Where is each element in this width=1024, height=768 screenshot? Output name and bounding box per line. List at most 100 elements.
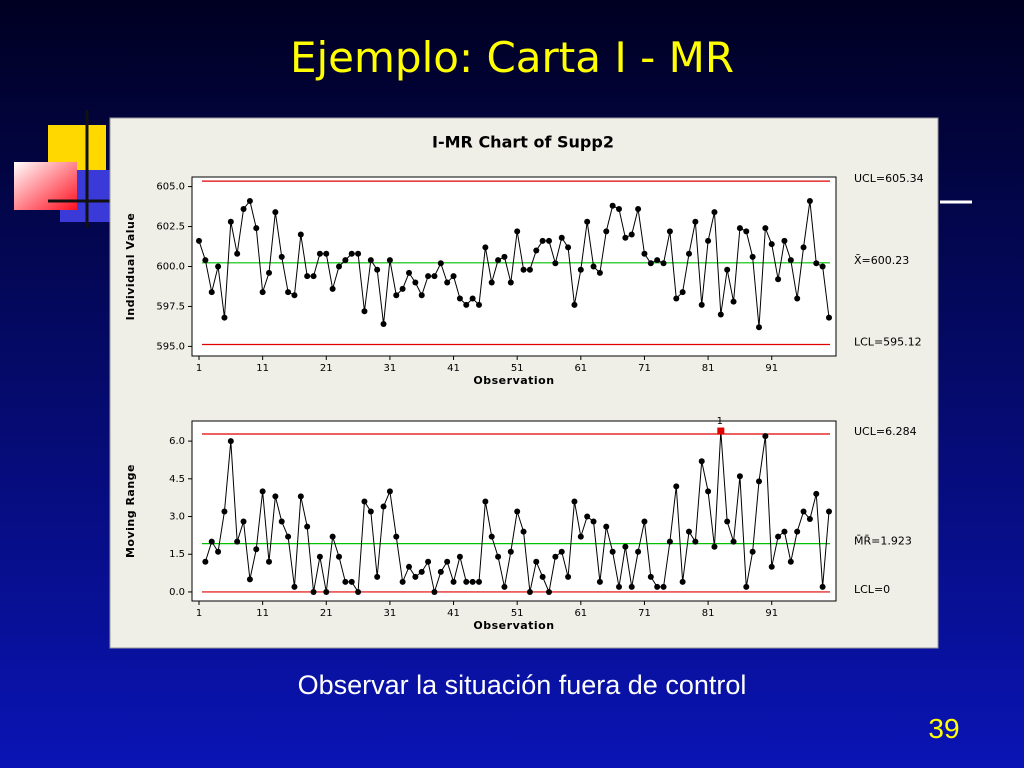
data-point xyxy=(425,273,432,280)
data-point xyxy=(666,228,673,235)
data-point xyxy=(240,205,247,212)
data-point xyxy=(316,250,323,257)
data-point xyxy=(342,578,349,585)
data-point xyxy=(215,548,222,555)
data-point xyxy=(253,546,260,553)
data-point xyxy=(221,508,228,515)
data-point xyxy=(800,508,807,515)
data-point xyxy=(577,266,584,273)
x-tick-label: 11 xyxy=(256,363,269,374)
data-point xyxy=(666,538,673,545)
data-point xyxy=(603,523,610,530)
data-point xyxy=(756,478,762,485)
data-point xyxy=(539,573,546,580)
data-point xyxy=(705,488,712,495)
data-point xyxy=(259,488,266,495)
data-point xyxy=(826,314,832,321)
x-tick-label: 71 xyxy=(638,363,651,374)
data-point xyxy=(215,263,222,270)
out-of-control-point xyxy=(717,427,725,435)
data-point xyxy=(399,285,406,292)
data-point xyxy=(609,548,616,555)
data-point xyxy=(386,488,393,495)
caption: Observar la situación fuera de control xyxy=(298,670,747,700)
data-point xyxy=(533,558,540,565)
data-point xyxy=(749,253,756,260)
data-point xyxy=(775,533,782,540)
data-point xyxy=(316,553,323,560)
data-point xyxy=(444,558,451,565)
control-limit-label: LCL=0 xyxy=(854,583,890,596)
data-point xyxy=(577,533,584,540)
data-point xyxy=(571,498,578,505)
data-point xyxy=(406,563,412,570)
x-tick-label: 91 xyxy=(765,363,778,374)
data-point xyxy=(514,508,521,515)
data-point xyxy=(806,516,813,523)
data-point xyxy=(463,301,470,308)
x-tick-label: 61 xyxy=(574,363,587,374)
data-point xyxy=(749,548,756,555)
data-point xyxy=(590,518,597,525)
panel-title: I-MR Chart of Supp2 xyxy=(432,133,614,152)
data-point xyxy=(304,273,311,280)
control-limit-label: UCL=605.34 xyxy=(854,172,924,185)
data-point xyxy=(329,533,336,540)
x-tick-label: 71 xyxy=(638,608,651,619)
data-point xyxy=(622,543,629,550)
x-tick-label: 81 xyxy=(702,608,715,619)
data-point xyxy=(546,588,552,595)
data-point xyxy=(806,197,813,204)
data-point xyxy=(698,458,705,465)
data-point xyxy=(437,260,444,267)
data-point xyxy=(711,543,718,550)
data-point xyxy=(826,508,832,515)
x-tick-label: 31 xyxy=(384,608,397,619)
data-point xyxy=(654,583,661,590)
data-point xyxy=(501,253,508,260)
data-point xyxy=(329,285,336,292)
data-point xyxy=(692,218,699,225)
x-tick-label: 1 xyxy=(196,608,202,619)
data-point xyxy=(647,260,654,267)
data-point xyxy=(781,237,788,244)
data-point xyxy=(768,241,775,248)
page-number: 39 xyxy=(928,713,959,744)
data-point xyxy=(399,578,406,585)
slide-title: Ejemplo: Carta I - MR xyxy=(290,33,734,82)
data-point xyxy=(514,228,521,235)
control-limit-label: LCL=595.12 xyxy=(854,335,922,348)
data-point xyxy=(507,548,514,555)
data-point xyxy=(736,473,743,480)
data-point xyxy=(310,588,317,595)
x-axis-label: Observation xyxy=(473,619,554,632)
series-line xyxy=(198,199,830,328)
plot-area xyxy=(191,176,837,357)
decoration xyxy=(14,110,972,228)
data-point xyxy=(412,573,419,580)
data-point xyxy=(361,498,368,505)
data-point xyxy=(323,588,330,595)
data-point xyxy=(310,273,317,280)
data-point xyxy=(800,244,807,251)
data-point xyxy=(673,483,680,490)
data-point xyxy=(444,279,451,286)
data-point xyxy=(794,528,801,535)
data-point xyxy=(762,225,769,232)
data-point xyxy=(367,257,374,264)
data-point xyxy=(552,553,559,560)
data-point xyxy=(253,225,260,232)
data-point xyxy=(673,295,680,302)
data-point xyxy=(635,548,642,555)
data-point xyxy=(418,568,425,575)
data-point xyxy=(616,205,622,212)
data-point xyxy=(285,289,292,296)
data-point xyxy=(762,433,769,440)
data-point xyxy=(297,493,304,500)
data-point xyxy=(603,228,610,235)
data-point xyxy=(495,553,502,560)
y-tick-label: 3.0 xyxy=(169,512,185,523)
x-axis-label: Observation xyxy=(473,374,554,387)
data-point xyxy=(724,266,731,273)
data-point xyxy=(565,573,572,580)
